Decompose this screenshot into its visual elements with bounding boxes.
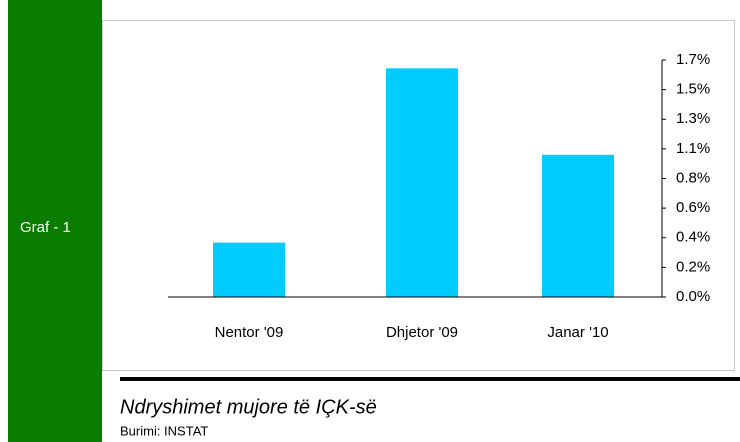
x-tick-label: Nentor '09 — [215, 324, 284, 341]
side-bar — [8, 0, 102, 442]
bar — [213, 242, 285, 297]
y-tick-label: 0.6% — [676, 199, 710, 216]
bar — [542, 154, 614, 297]
y-tick-label: 1.7% — [676, 51, 710, 68]
side-label: Graf - 1 — [20, 219, 71, 236]
y-tick-label: 0.4% — [676, 229, 710, 246]
y-tick-label: 0.0% — [676, 288, 710, 305]
y-tick-label: 1.1% — [676, 140, 710, 157]
y-tick-label: 0.2% — [676, 258, 710, 275]
bar — [386, 68, 458, 297]
caption-source: Burimi: INSTAT — [120, 423, 208, 438]
x-tick-label: Dhjetor '09 — [386, 324, 458, 341]
x-tick-label: Janar '10 — [547, 324, 608, 341]
y-tick-label: 0.8% — [676, 169, 710, 186]
y-tick-label: 1.5% — [676, 81, 710, 98]
y-tick-label: 1.3% — [676, 110, 710, 127]
plot: 0.0% 0.2% 0.4% 0.6% 0.8% 1.1% 1.3% 1.5% 1.7% Nent… — [168, 51, 710, 341]
caption-title: Ndryshimet mujore të IÇK-së — [120, 396, 377, 418]
